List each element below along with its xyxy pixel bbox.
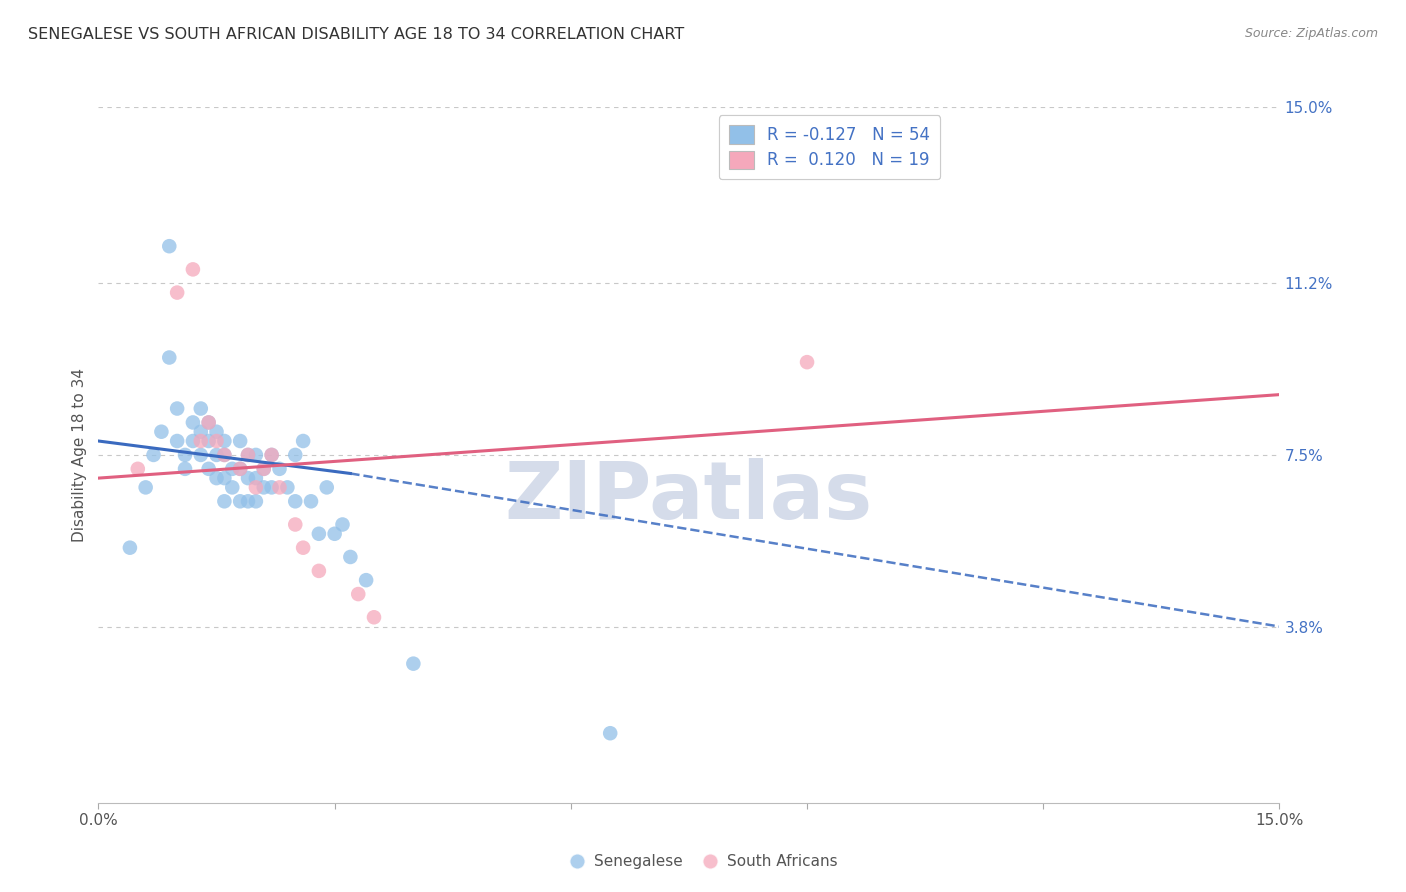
Point (236, 448, 259, 462)
Legend: Senegalese, South Africans: Senegalese, South Africans (562, 848, 844, 875)
Point (236, 448, 259, 462)
Point (181, 262, 204, 277)
Point (229, 462, 252, 476)
Point (181, 434, 204, 448)
Point (269, 462, 291, 476)
Point (142, 448, 165, 462)
Point (284, 448, 307, 462)
Point (253, 462, 276, 476)
Point (315, 480, 337, 494)
Point (205, 434, 228, 448)
Point (221, 462, 243, 476)
Point (292, 434, 315, 448)
Point (166, 434, 188, 448)
Point (299, 494, 322, 508)
Point (796, 355, 818, 369)
Point (118, 541, 141, 555)
Point (245, 494, 267, 508)
Point (157, 351, 180, 365)
Point (214, 494, 236, 508)
Point (174, 448, 197, 462)
Point (174, 462, 197, 476)
Point (260, 448, 283, 462)
Point (347, 587, 370, 601)
Point (354, 573, 377, 587)
Point (323, 526, 346, 541)
Point (245, 471, 267, 485)
Point (150, 425, 173, 439)
Point (339, 549, 361, 564)
Point (197, 416, 219, 430)
Point (284, 517, 307, 532)
Point (599, 726, 621, 740)
Point (332, 517, 354, 532)
Point (308, 526, 330, 541)
Point (229, 462, 252, 476)
Point (260, 480, 283, 494)
Point (205, 425, 228, 439)
Point (253, 462, 276, 476)
Point (181, 416, 204, 430)
Point (236, 471, 259, 485)
Point (214, 471, 236, 485)
Point (229, 494, 252, 508)
Text: Source: ZipAtlas.com: Source: ZipAtlas.com (1244, 27, 1378, 40)
Text: ZIPatlas: ZIPatlas (505, 458, 873, 536)
Point (292, 541, 315, 555)
Point (276, 480, 298, 494)
Point (284, 494, 307, 508)
Point (135, 480, 157, 494)
Point (236, 494, 259, 508)
Point (363, 610, 385, 624)
Point (214, 448, 236, 462)
Point (205, 471, 228, 485)
Point (229, 434, 252, 448)
Point (197, 434, 219, 448)
Point (221, 480, 243, 494)
Point (190, 448, 212, 462)
Point (253, 480, 276, 494)
Point (260, 448, 283, 462)
Point (245, 480, 267, 494)
Point (308, 564, 330, 578)
Legend: R = -0.127   N = 54, R =  0.120   N = 19: R = -0.127 N = 54, R = 0.120 N = 19 (718, 115, 941, 179)
Point (166, 401, 188, 416)
Point (402, 657, 425, 671)
Point (190, 434, 212, 448)
Point (157, 239, 180, 253)
Point (127, 462, 149, 476)
Point (197, 416, 219, 430)
Y-axis label: Disability Age 18 to 34: Disability Age 18 to 34 (72, 368, 87, 542)
Point (269, 480, 291, 494)
Point (214, 448, 236, 462)
Text: SENEGALESE VS SOUTH AFRICAN DISABILITY AGE 18 TO 34 CORRELATION CHART: SENEGALESE VS SOUTH AFRICAN DISABILITY A… (28, 27, 685, 42)
Point (214, 434, 236, 448)
Point (245, 448, 267, 462)
Point (166, 285, 188, 300)
Point (197, 462, 219, 476)
Point (205, 448, 228, 462)
Point (190, 425, 212, 439)
Point (190, 401, 212, 416)
